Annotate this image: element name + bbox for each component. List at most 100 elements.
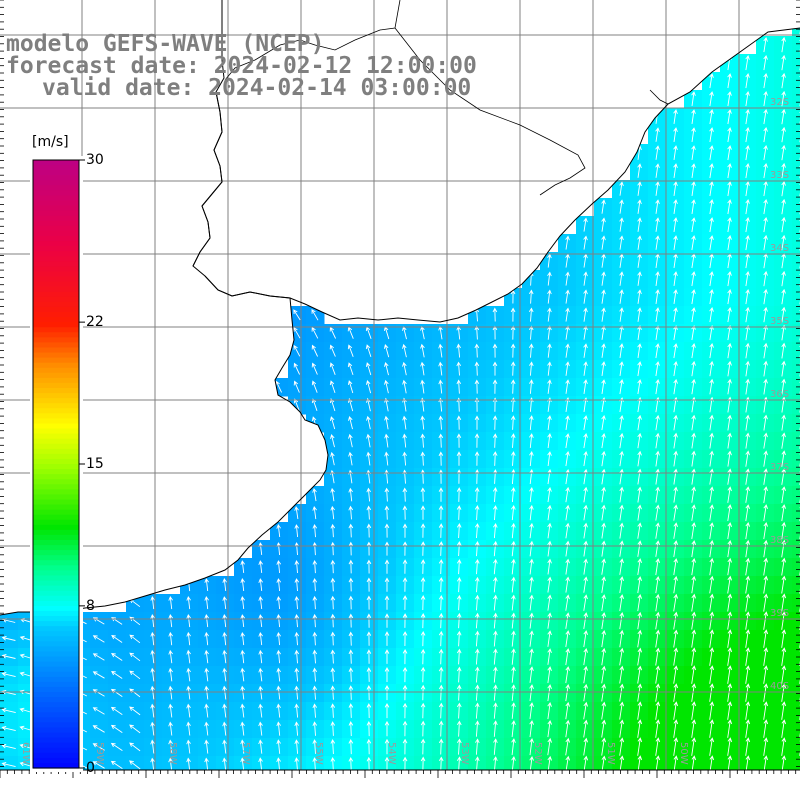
wind-arrow xyxy=(637,719,643,738)
wind-arrow xyxy=(709,557,715,576)
colorbar-tick-label: 8 xyxy=(86,597,95,614)
wind-arrow xyxy=(547,486,552,503)
wind-arrow xyxy=(781,504,787,522)
wind-arrow xyxy=(691,540,697,558)
wind-arrow xyxy=(601,594,607,611)
wind-arrow xyxy=(402,451,407,466)
wind-arrow xyxy=(583,468,588,485)
wind-arrow xyxy=(1,761,16,768)
wind-arrow xyxy=(691,378,696,395)
wind-cell xyxy=(792,360,800,379)
wind-arrow xyxy=(456,433,462,448)
wind-arrow xyxy=(420,451,426,466)
wind-arrow xyxy=(547,271,552,286)
wind-arrow xyxy=(529,504,534,521)
wind-arrow xyxy=(727,163,732,179)
wind-arrow xyxy=(781,701,787,720)
wind-arrow xyxy=(727,288,732,305)
wind-arrow xyxy=(601,701,607,720)
wind-arrow xyxy=(438,666,444,683)
wind-arrow xyxy=(111,652,123,661)
wind-arrow xyxy=(384,541,390,556)
wind-arrow xyxy=(510,343,516,358)
wind-cell xyxy=(792,72,800,91)
wind-arrow xyxy=(330,541,336,556)
wind-arrow xyxy=(763,126,768,143)
wind-arrow xyxy=(781,180,786,197)
wind-arrow xyxy=(110,742,123,751)
wind-arrow xyxy=(276,596,281,610)
wind-arrow xyxy=(601,486,606,503)
wind-arrow xyxy=(330,685,336,700)
wind-arrow xyxy=(330,505,335,520)
wind-arrow xyxy=(475,702,480,719)
wind-arrow xyxy=(547,737,553,756)
wind-arrow xyxy=(619,594,625,612)
wind-arrow xyxy=(565,235,570,250)
wind-cell xyxy=(792,738,800,757)
wind-arrow xyxy=(240,614,245,628)
wind-arrow xyxy=(781,557,787,576)
wind-arrow xyxy=(655,289,660,304)
wind-arrow xyxy=(673,378,678,395)
wind-arrow xyxy=(583,325,588,340)
wind-cell xyxy=(792,630,800,649)
wind-arrow xyxy=(474,343,480,358)
wind-arrow xyxy=(293,326,301,339)
wind-arrow xyxy=(168,685,173,700)
wind-arrow xyxy=(727,360,732,377)
wind-arrow xyxy=(365,344,372,358)
wind-arrow xyxy=(529,469,534,485)
wind-arrow xyxy=(565,540,570,557)
wind-arrow xyxy=(294,506,299,520)
wind-arrow xyxy=(709,145,714,161)
wind-arrow xyxy=(583,737,589,756)
wind-arrow xyxy=(727,611,733,630)
wind-arrow xyxy=(366,577,372,592)
wind-arrow xyxy=(691,145,696,160)
wind-arrow xyxy=(745,288,750,305)
wind-cell xyxy=(792,720,800,739)
wind-arrow xyxy=(727,593,733,612)
wind-arrow xyxy=(673,217,678,232)
wind-arrow xyxy=(619,737,625,756)
colorbar-unit: [m/s] xyxy=(32,134,69,150)
wind-arrow xyxy=(204,703,209,718)
wind-arrow xyxy=(709,271,714,287)
wind-arrow xyxy=(547,451,552,467)
wind-arrow xyxy=(294,524,299,538)
wind-arrow xyxy=(384,577,390,592)
wind-arrow xyxy=(547,630,552,647)
wind-arrow xyxy=(547,433,552,449)
wind-arrow xyxy=(763,216,768,233)
wind-arrow xyxy=(565,701,571,720)
wind-arrow xyxy=(258,685,263,700)
wind-arrow xyxy=(763,450,768,467)
wind-arrow xyxy=(745,198,750,215)
wind-arrow xyxy=(330,559,336,574)
wind-arrow xyxy=(655,378,660,395)
wind-arrow xyxy=(329,344,336,357)
wind-arrow xyxy=(781,683,787,702)
wind-arrow xyxy=(727,504,733,521)
wind-arrow xyxy=(204,613,209,628)
wind-arrow xyxy=(709,235,714,251)
wind-arrow xyxy=(329,380,336,394)
wind-arrow xyxy=(565,325,570,340)
wind-arrow xyxy=(204,578,209,592)
wind-arrow xyxy=(637,199,642,214)
wind-arrow xyxy=(583,504,588,521)
wind-arrow xyxy=(529,666,534,683)
wind-arrow xyxy=(745,719,751,738)
wind-arrow xyxy=(637,737,643,756)
wind-arrow xyxy=(781,234,786,251)
wind-arrow xyxy=(240,649,245,664)
wind-arrow xyxy=(438,343,443,358)
wind-arrow xyxy=(583,343,588,358)
wind-arrow xyxy=(763,180,768,197)
wind-arrow xyxy=(258,596,263,610)
wind-arrow xyxy=(510,325,516,340)
wind-arrow xyxy=(655,665,661,684)
wind-arrow xyxy=(492,487,498,503)
wind-arrow xyxy=(565,522,570,539)
